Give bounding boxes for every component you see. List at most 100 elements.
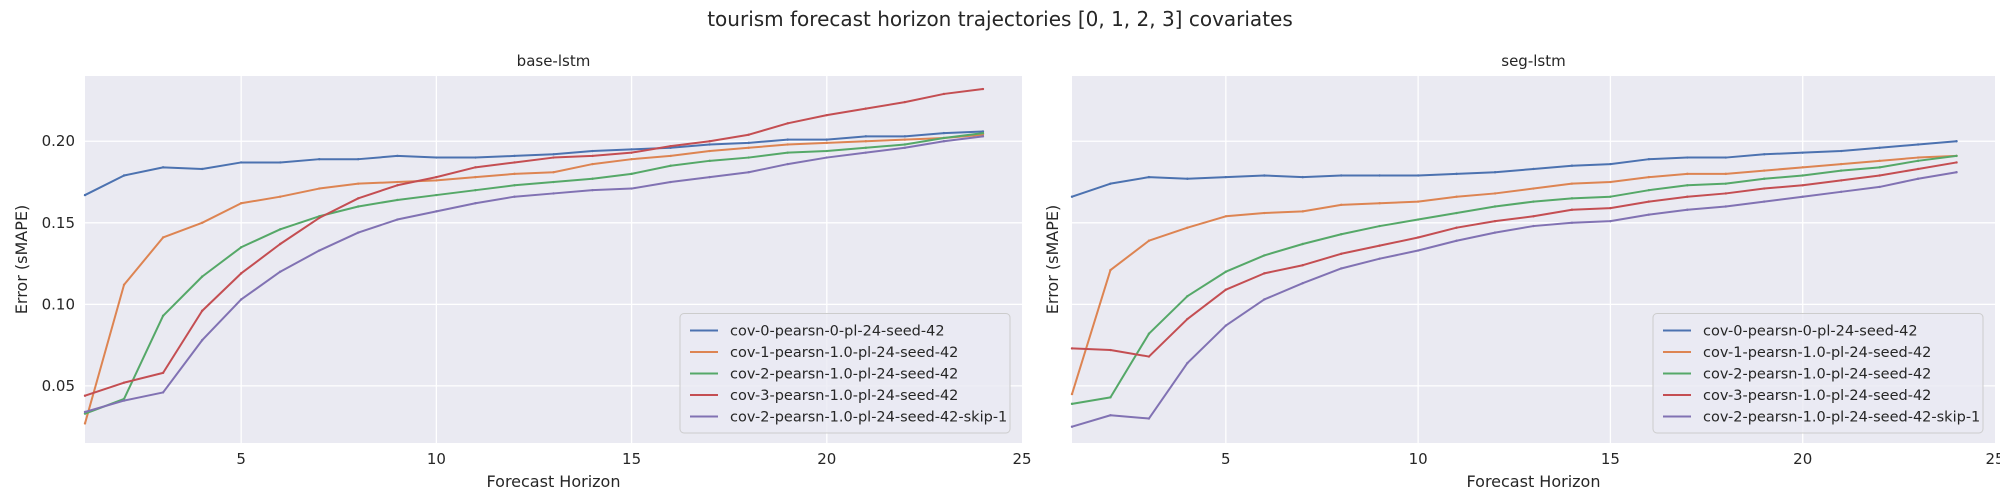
data-point (1570, 197, 1574, 200)
x-tick-label: 5 (1221, 450, 1231, 468)
data-point (864, 107, 868, 110)
data-point (83, 410, 87, 414)
x-tick-label: 10 (1409, 450, 1428, 468)
data-point (825, 156, 828, 159)
legend-label: cov-2-pearsn-1.0-pl-24-seed-42 (730, 367, 958, 383)
data-point (1532, 215, 1535, 218)
data-point (357, 157, 360, 161)
data-point (1686, 208, 1689, 211)
data-point (1609, 219, 1612, 223)
data-point (786, 138, 789, 141)
legend-label: cov-2-pearsn-1.0-pl-24-seed-42 (1703, 367, 1931, 383)
series-line (84, 133, 984, 425)
data-point (1147, 332, 1151, 335)
data-point (1916, 167, 1920, 171)
data-point (1186, 361, 1189, 365)
data-point (786, 122, 789, 125)
y-tick-label: 0.20 (42, 132, 75, 150)
data-point (318, 249, 321, 252)
figure-suptitle: tourism forecast horizon trajectories [0… (707, 7, 1293, 31)
data-point (396, 218, 399, 221)
data-point (1416, 249, 1420, 252)
data-point (1647, 175, 1651, 179)
data-point (1224, 175, 1228, 179)
data-point (474, 202, 477, 205)
series-line (84, 130, 984, 197)
data-point (1801, 195, 1804, 198)
data-point (239, 161, 243, 164)
data-point (1839, 179, 1843, 182)
data-point (786, 151, 789, 154)
data-point (864, 146, 868, 149)
data-point (630, 187, 633, 190)
data-point (1532, 167, 1535, 171)
data-point (1570, 164, 1574, 167)
data-point (239, 298, 243, 301)
series-line (1071, 171, 1958, 428)
data-point (513, 184, 516, 187)
data-point (513, 161, 516, 164)
data-point (1186, 295, 1189, 298)
data-point (552, 171, 555, 174)
data-point (122, 381, 126, 384)
data-point (435, 210, 438, 213)
data-point (981, 135, 985, 138)
data-point (474, 175, 477, 179)
data-point (1686, 172, 1689, 176)
data-point (1609, 195, 1612, 198)
data-point (1455, 226, 1458, 229)
data-point (591, 149, 594, 153)
data-point (200, 275, 204, 278)
data-point (1340, 252, 1343, 255)
data-point (942, 140, 946, 143)
data-point (83, 422, 87, 425)
data-point (161, 236, 165, 239)
data-point (122, 283, 126, 286)
x-tick-label: 25 (1985, 450, 2000, 468)
data-point (1724, 192, 1727, 195)
data-point (1878, 174, 1881, 177)
data-point (1686, 184, 1689, 187)
legend-label: cov-3-pearsn-1.0-pl-24-seed-42 (730, 388, 958, 404)
data-point (1263, 298, 1266, 301)
data-point (1609, 206, 1612, 210)
data-point (903, 138, 907, 141)
y-tick-label: 0.15 (42, 214, 75, 232)
data-point (200, 167, 204, 171)
data-point (591, 162, 594, 166)
data-point (825, 141, 828, 145)
data-point (161, 391, 165, 394)
data-point (669, 164, 672, 167)
data-point (279, 195, 282, 198)
data-point (864, 151, 868, 154)
data-point (161, 371, 165, 375)
data-point (1878, 185, 1881, 189)
data-point (513, 172, 516, 176)
data-point (864, 135, 868, 138)
data-point (161, 314, 165, 317)
legend-label: cov-0-pearsn-0-pl-24-seed-42 (730, 324, 945, 340)
data-point (357, 182, 360, 185)
data-point (1109, 182, 1112, 185)
data-point (669, 180, 672, 184)
data-point (1301, 264, 1304, 267)
data-point (1493, 192, 1497, 195)
data-point (942, 136, 946, 140)
data-point (357, 231, 360, 234)
legend-label: cov-0-pearsn-0-pl-24-seed-42 (1703, 324, 1918, 340)
data-point (279, 228, 282, 231)
data-point (122, 174, 126, 177)
data-point (1647, 157, 1651, 161)
data-point (1955, 154, 1958, 158)
data-point (747, 171, 750, 174)
data-point (1839, 149, 1843, 153)
data-point (552, 180, 555, 184)
data-point (1493, 219, 1497, 223)
data-point (1916, 159, 1920, 163)
series-line (84, 88, 984, 397)
y-tick-label: 0.05 (42, 377, 75, 395)
data-point (474, 166, 477, 169)
data-point (825, 149, 828, 153)
data-point (1686, 156, 1689, 159)
data-point (1763, 187, 1766, 190)
